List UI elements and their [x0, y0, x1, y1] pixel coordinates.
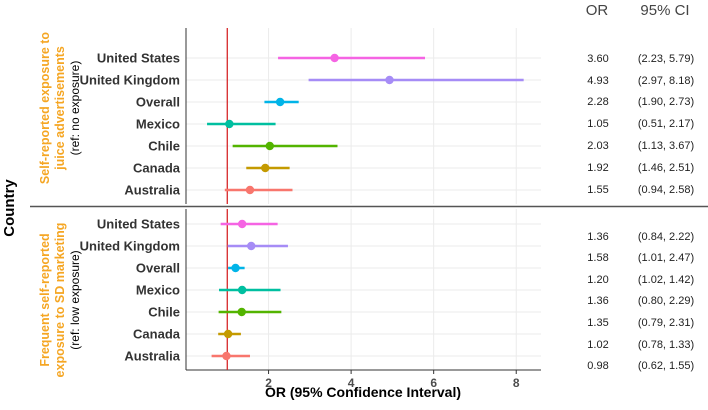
x-tick-label: 8 [513, 376, 520, 390]
ci-value-united-states: (2.23, 5.79) [638, 53, 694, 65]
or-point-overall [275, 97, 285, 107]
x-tick-label: 4 [348, 376, 355, 390]
or-point-australia [222, 351, 231, 361]
country-label-canada: Canada [133, 327, 181, 342]
ci-value-australia: (0.94, 2.58) [638, 184, 694, 196]
or-column-header: OR [586, 2, 609, 19]
or-point-chile [265, 141, 274, 151]
or-value-united-kingdom: 1.58 [587, 252, 608, 264]
ci-value-united-states: (0.84, 2.22) [638, 231, 694, 243]
country-label-chile: Chile [148, 139, 180, 154]
country-label-australia: Australia [124, 183, 180, 198]
or-point-mexico [237, 285, 247, 295]
ci-value-overall: (1.90, 2.73) [638, 96, 694, 108]
or-value-united-kingdom: 4.93 [587, 75, 608, 87]
panel-1-strip-line1: Self-reported exposure to [38, 32, 52, 184]
or-value-united-states: 3.60 [587, 53, 608, 65]
or-value-chile: 1.35 [587, 317, 608, 329]
country-label-canada: Canada [133, 161, 181, 176]
or-value-australia: 1.55 [587, 184, 608, 196]
x-tick-label: 6 [430, 376, 437, 390]
or-point-chile [237, 307, 246, 317]
panel-2-strip-line3: (ref: low exposure) [68, 250, 82, 349]
or-value-mexico: 1.36 [587, 295, 608, 307]
or-value-canada: 1.92 [587, 162, 608, 174]
country-label-overall: Overall [136, 95, 180, 110]
country-label-united-kingdom: United Kingdom [80, 73, 180, 88]
or-point-united-states [237, 219, 247, 229]
x-tick-label: 2 [265, 376, 272, 390]
or-value-united-states: 1.36 [587, 231, 608, 243]
country-label-overall: Overall [136, 261, 180, 276]
x-axis-title: OR (95% Confidence Interval) [265, 384, 461, 400]
or-point-overall [231, 263, 240, 273]
country-label-united-states: United States [97, 51, 180, 66]
ci-value-overall: (1.02, 1.42) [638, 274, 694, 286]
or-point-canada [261, 163, 270, 173]
panel-1-strip-line3: (ref: no exposure) [68, 61, 82, 156]
ci-value-australia: (0.62, 1.55) [638, 360, 694, 372]
country-label-mexico: Mexico [136, 283, 180, 298]
or-value-overall: 1.20 [587, 274, 608, 286]
or-point-united-kingdom [385, 75, 394, 85]
or-point-australia [245, 185, 255, 195]
ci-value-mexico: (0.80, 2.29) [638, 295, 694, 307]
y-axis-title: Country [1, 179, 18, 237]
ci-value-chile: (1.13, 3.67) [638, 140, 694, 152]
ci-value-united-kingdom: (1.01, 2.47) [638, 252, 694, 264]
panel-1-strip-label: Self-reported exposure to juice advertis… [38, 32, 82, 184]
or-value-chile: 2.03 [587, 140, 608, 152]
or-point-canada [223, 329, 233, 339]
or-point-united-states [330, 53, 339, 63]
ci-value-canada: (1.46, 2.51) [638, 162, 694, 174]
or-point-united-kingdom [247, 241, 256, 251]
panel-2-strip-label: Frequent self-reported exposure to SD ma… [38, 223, 82, 378]
panel-2-strip-line1: Frequent self-reported [38, 233, 52, 366]
or-point-mexico [225, 119, 234, 129]
country-label-chile: Chile [148, 305, 180, 320]
panel-2-strip-line2: exposure to SD marketing [53, 223, 67, 378]
ci-value-united-kingdom: (2.97, 8.18) [638, 75, 694, 87]
or-value-overall: 2.28 [587, 96, 608, 108]
or-value-mexico: 1.05 [587, 118, 608, 130]
ci-value-chile: (0.79, 2.31) [638, 317, 694, 329]
ci-value-canada: (0.78, 1.33) [638, 339, 694, 351]
country-label-mexico: Mexico [136, 117, 180, 132]
ci-value-mexico: (0.51, 2.17) [638, 118, 694, 130]
country-label-australia: Australia [124, 349, 180, 364]
or-value-australia: 0.98 [587, 360, 608, 372]
panel-1-strip-line2: juice advertisements [53, 46, 67, 171]
or-value-canada: 1.02 [587, 339, 608, 351]
country-label-united-kingdom: United Kingdom [80, 239, 180, 254]
ci-column-header: 95% CI [640, 2, 689, 19]
country-label-united-states: United States [97, 217, 180, 232]
